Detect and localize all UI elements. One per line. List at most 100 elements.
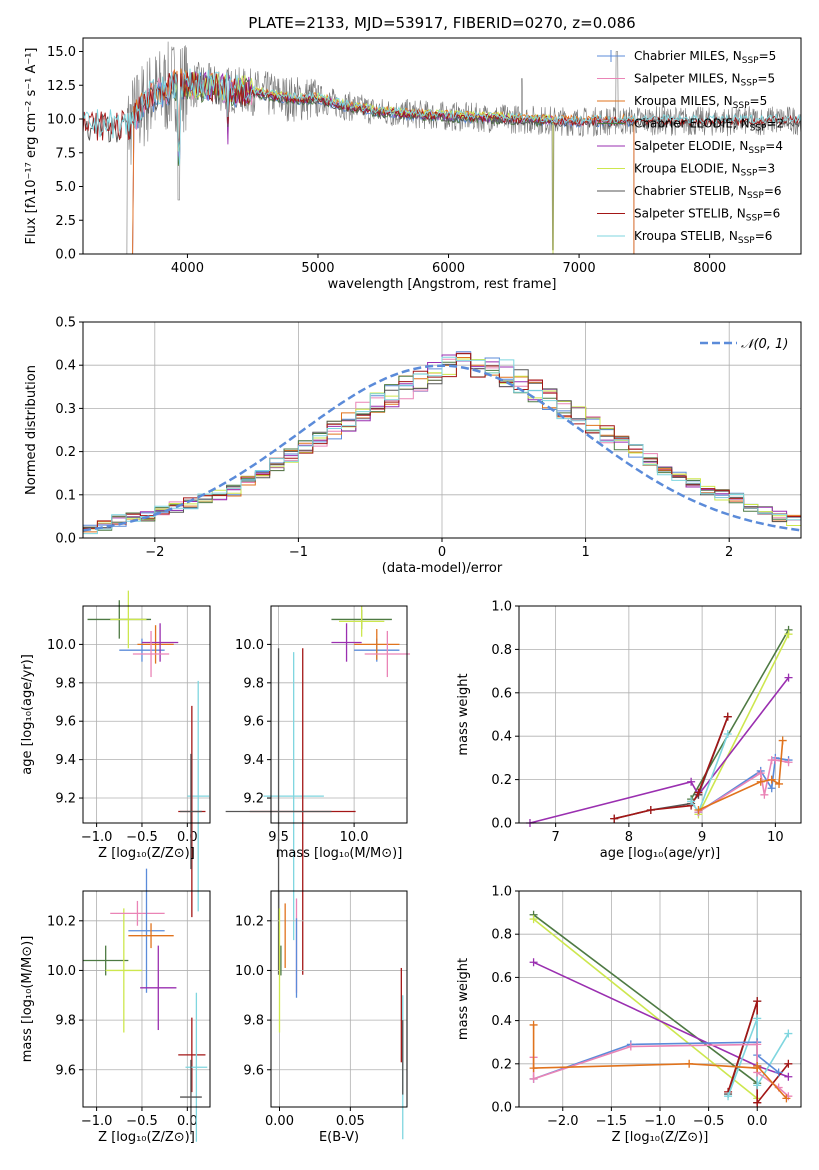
plus-marker (753, 1040, 762, 1049)
x-tick-label: 10 (767, 830, 784, 845)
plus-marker (694, 805, 703, 814)
legend-value: =5 (750, 94, 768, 108)
plus-marker (753, 1061, 762, 1070)
plus-marker (753, 1081, 762, 1090)
axes-frame (82, 321, 802, 539)
y-tick-label: 0.6 (491, 686, 512, 701)
y-tick-label: 1.0 (491, 885, 512, 900)
y-tick-label: 0.8 (491, 643, 512, 658)
plus-marker (771, 756, 780, 765)
model-spectrum-line (83, 68, 801, 165)
x-tick-label: 7000 (563, 261, 596, 276)
y-tick-label: 0.2 (55, 445, 76, 460)
histogram-step-line (83, 357, 801, 533)
histogram-step-line (83, 352, 801, 530)
y-tick-label: 0.6 (491, 971, 512, 986)
plus-marker (723, 712, 732, 721)
x-tick-label: −1.0 (81, 1114, 113, 1129)
y-tick-label: 9.6 (243, 715, 264, 730)
model-spectrum-line (173, 74, 554, 254)
spectrum-panel: 4000 5000 6000 7000 8000 0.0 2.5 5.0 7.5 10.0 12.5… (24, 37, 802, 292)
x-tick-label: −1.5 (596, 1114, 628, 1129)
legend-value: =6 (764, 184, 782, 198)
y-tick-label: 9.4 (243, 753, 264, 768)
plus-marker (724, 1092, 733, 1101)
plus-marker (529, 1074, 538, 1083)
histogram-panel: −2 −1 0 1 2 0.0 0.1 0.2 0.3 0.4 0.5 (data-model)/er… (24, 316, 802, 576)
x-tick-label: −1 (289, 545, 308, 560)
series-line (529, 677, 790, 824)
x-tick-label: 0.0 (747, 1114, 768, 1129)
series-line (532, 1024, 787, 1099)
y-axis-label: mass weight (456, 958, 471, 1040)
plus-marker (767, 775, 776, 784)
y-axis-label: age [log₁₀(age/yr)] (20, 654, 35, 775)
legend-label: Kroupa STELIB, NSSP=6 (634, 229, 772, 246)
y-tick-label: 10.2 (47, 914, 76, 929)
plus-marker (753, 1098, 762, 1107)
legend-value: =5 (757, 72, 775, 86)
plus-marker (767, 784, 776, 793)
legend-label: Salpeter STELIB, NSSP=6 (634, 207, 780, 224)
spectrum-legend: Chabrier MILES, NSSP=5 Salpeter MILES, NS… (597, 49, 784, 246)
plus-marker (723, 730, 732, 739)
model-spectrum-line (128, 72, 635, 254)
legend-label: Chabrier ELODIE, NSSP=2 (634, 117, 784, 134)
plus-marker (778, 736, 787, 745)
plus-marker (784, 1059, 793, 1068)
plus-marker (610, 814, 619, 823)
y-tick-label: 0.0 (491, 1101, 512, 1116)
plus-marker (687, 777, 696, 786)
y-tick-label: 12.5 (47, 79, 76, 94)
histogram-step-line (83, 353, 801, 529)
plus-marker (784, 673, 793, 682)
y-axis-label: Flux [fλ10⁻¹⁷ erg cm⁻² s⁻¹ A⁻¹] (24, 48, 39, 245)
histogram-step-line (83, 356, 801, 535)
series-line (697, 633, 790, 815)
y-tick-label: 10.0 (47, 638, 76, 653)
x-tick-label: 0.0 (177, 830, 198, 845)
legend-label: Chabrier STELIB, NSSP=6 (634, 184, 782, 201)
legend-subscript: SSP (746, 214, 763, 224)
plus-marker (687, 797, 696, 806)
x-axis-label: age [log₁₀(age/yr)] (600, 846, 721, 861)
plus-marker (529, 915, 538, 924)
plus-marker (626, 1042, 635, 1051)
legend-value: =4 (765, 139, 783, 153)
legend-label: Salpeter MILES, NSSP=5 (634, 72, 775, 89)
figure-title: PLATE=2133, MJD=53917, FIBERID=0270, z=0… (248, 14, 635, 32)
plus-marker (646, 805, 655, 814)
y-tick-label: 9.8 (243, 676, 264, 691)
y-tick-label: 7.5 (55, 146, 76, 161)
y-tick-label: 9.4 (55, 753, 76, 768)
plus-marker (775, 779, 784, 788)
x-tick-label: 6000 (432, 261, 465, 276)
plus-marker (756, 777, 765, 786)
y-tick-label: 10.0 (47, 113, 76, 128)
mass-vs-EBV-panel: 0.00 0.05 9.6 9.8 10.0 10.2 E(B-V) (235, 890, 408, 1145)
y-tick-label: 0.4 (491, 730, 512, 745)
plus-marker (774, 1068, 783, 1077)
y-axis-label: mass [log₁₀(M/M⊙)] (20, 936, 35, 1063)
y-tick-label: 9.2 (55, 792, 76, 807)
mass-weight-vs-age-panel: 7 8 9 10 0.0 0.2 0.4 0.6 0.8 1.0 age [log₁₀(age/yr… (456, 600, 802, 861)
axes-frame (82, 37, 802, 255)
y-tick-label: 0.8 (491, 928, 512, 943)
normal-reference-curve (83, 364, 801, 532)
legend-value: =3 (757, 162, 775, 176)
legend-subscript: SSP (748, 146, 765, 156)
plus-marker (529, 958, 538, 967)
y-tick-label: 0.3 (55, 402, 76, 417)
x-tick-label: 5000 (301, 261, 334, 276)
series-line (532, 1043, 789, 1097)
series-line (533, 961, 789, 1078)
x-tick-label: 7 (551, 830, 559, 845)
plus-marker (694, 788, 703, 797)
y-tick-label: 1.0 (491, 600, 512, 615)
histogram-step-line (83, 358, 801, 530)
plus-marker (760, 790, 769, 799)
y-tick-label: 15.0 (47, 45, 76, 60)
plus-marker (782, 1094, 791, 1103)
